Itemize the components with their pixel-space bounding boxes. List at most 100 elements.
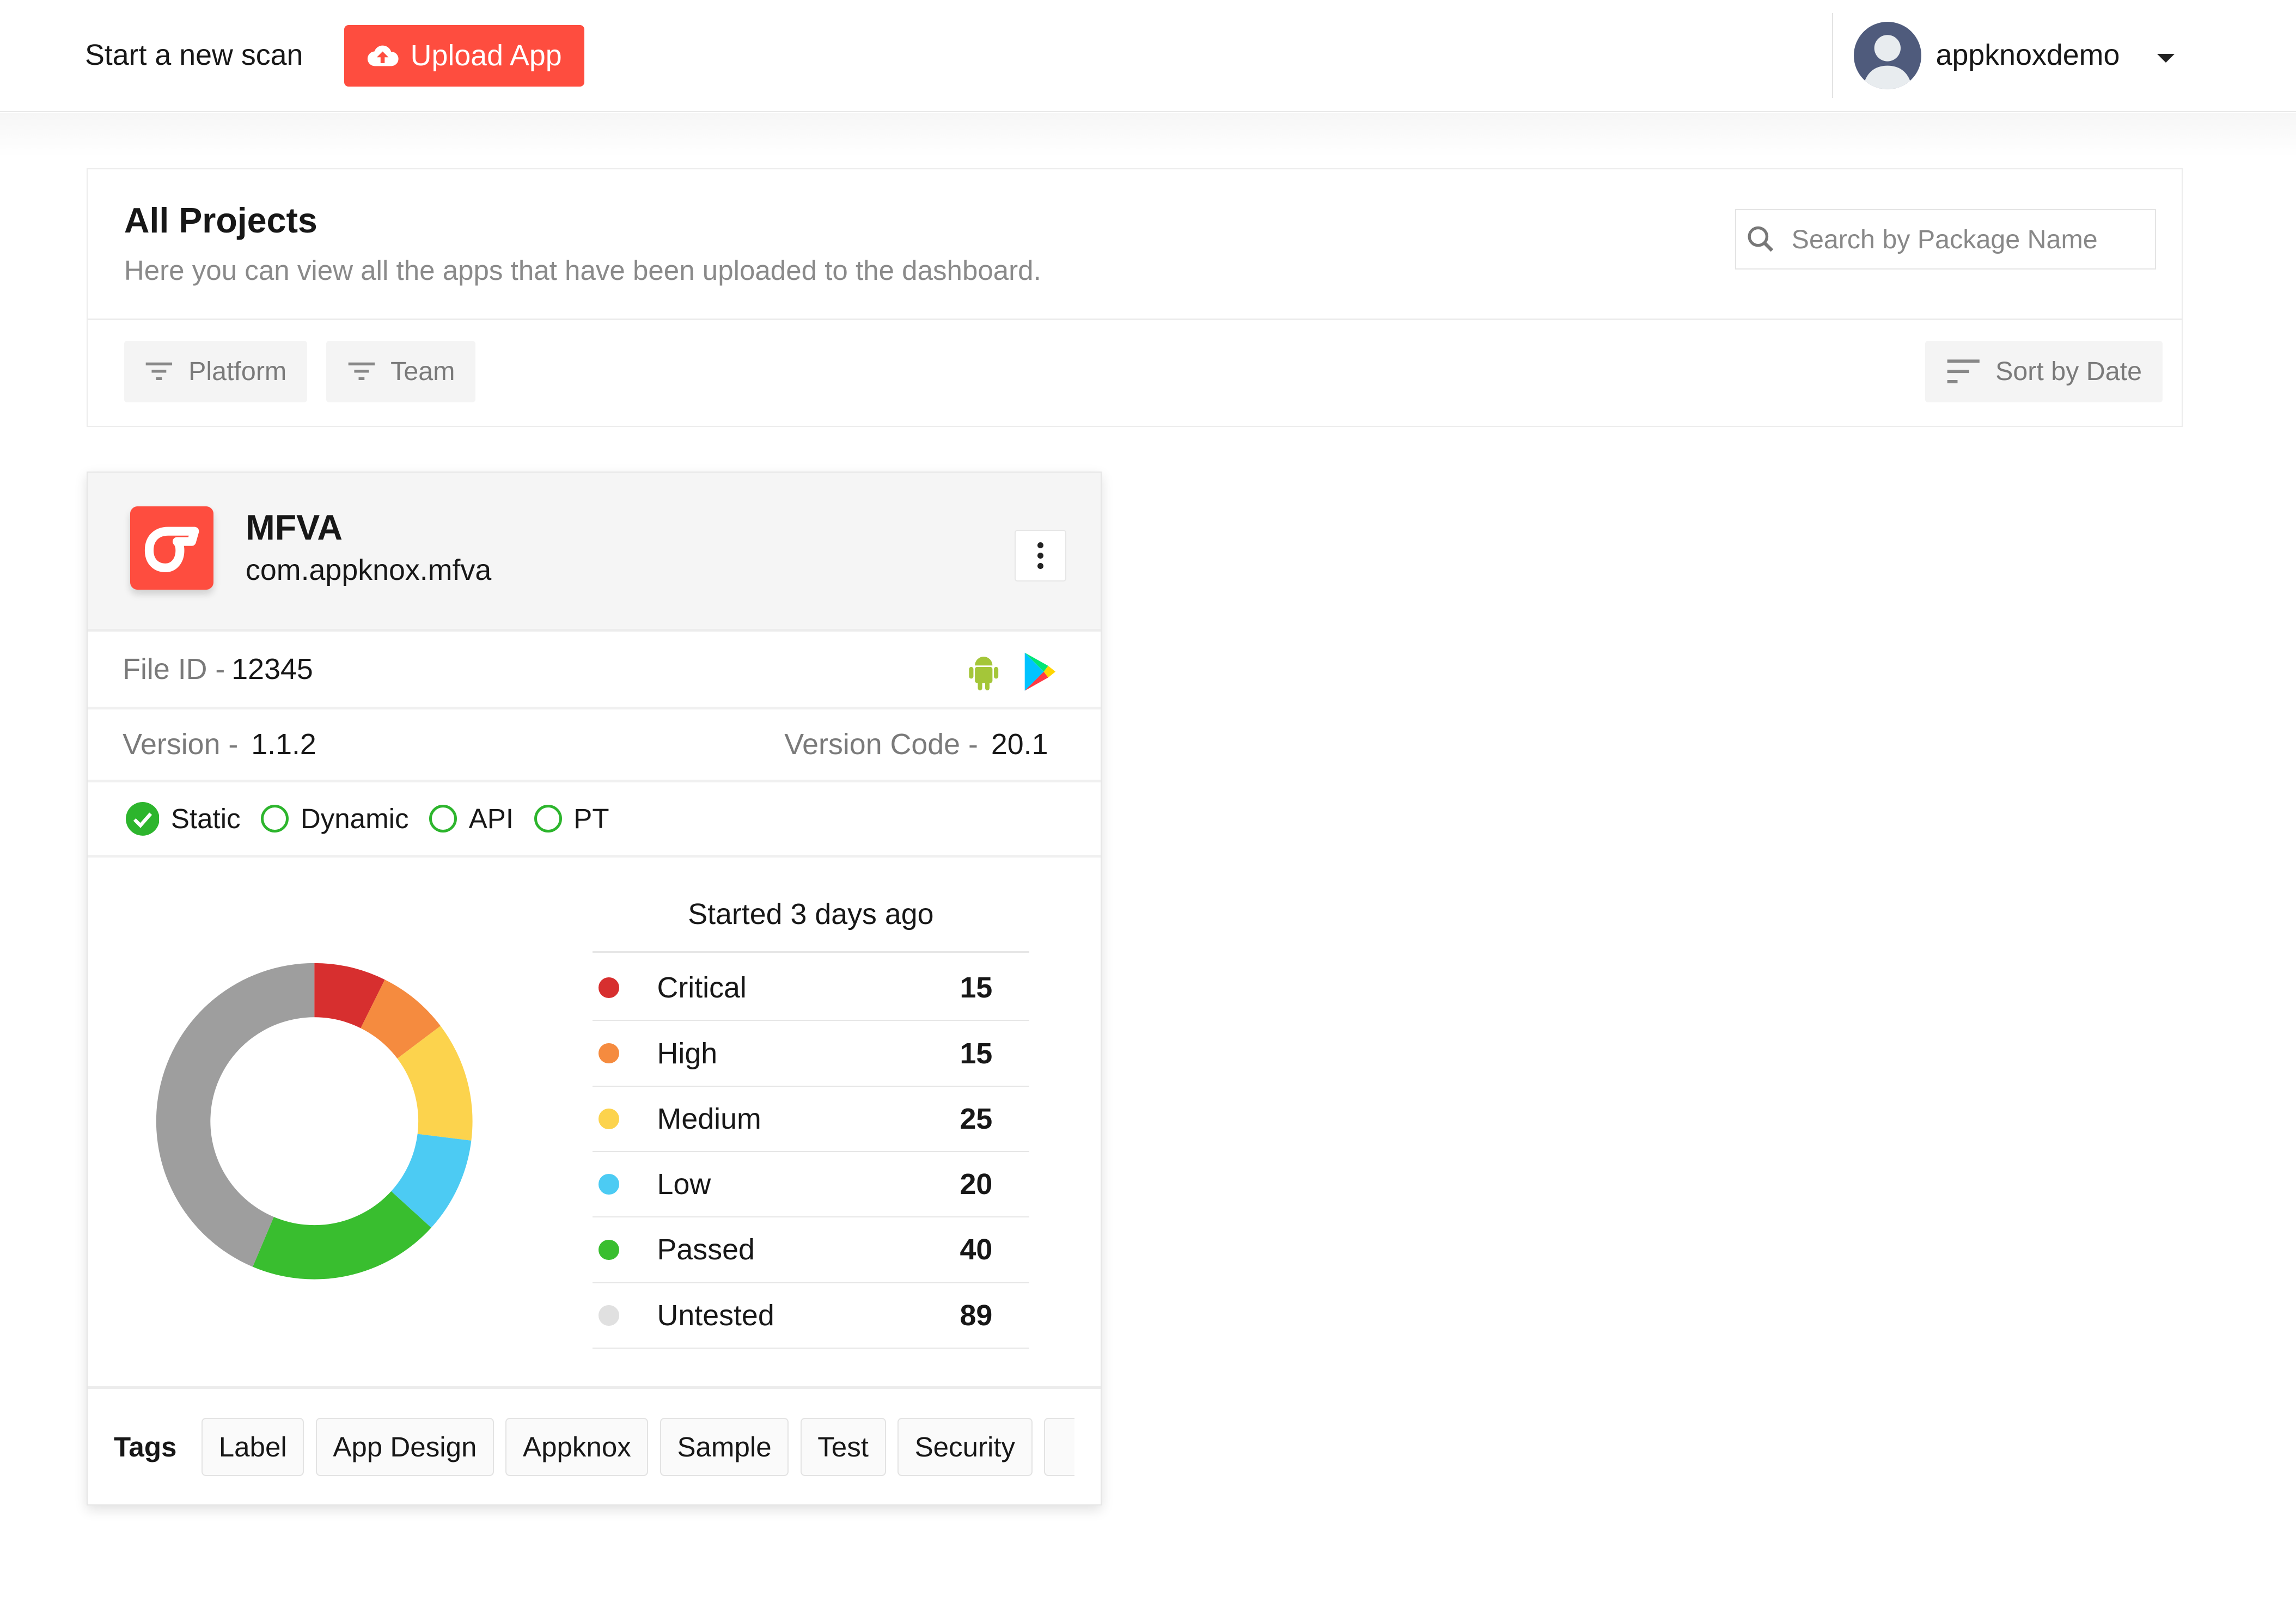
top-bar: Start a new scan Upload App appknoxdemo: [0, 0, 2296, 113]
play-store-icon: [1024, 652, 1055, 691]
app-logo: [130, 506, 213, 590]
empty-circle-icon: [429, 805, 457, 833]
legend-item-critical: Critical 15: [593, 956, 1029, 1021]
legend-label: Passed: [657, 1233, 755, 1266]
legend-count: 40: [960, 1233, 993, 1266]
file-id-row: File ID - 12345: [87, 631, 1101, 709]
filter-icon: [348, 363, 375, 381]
legend-dot: [599, 1043, 619, 1064]
page-description: Here you can view all the apps that have…: [124, 255, 1041, 286]
legend-label: Medium: [657, 1102, 761, 1135]
project-card[interactable]: MFVA com.appknox.mfva File ID - 12345 Ve…: [86, 471, 1102, 1506]
platform-filter-button[interactable]: Platform: [124, 340, 307, 402]
divider: [87, 319, 2182, 321]
empty-circle-icon: [534, 805, 562, 833]
start-scan-label: Start a new scan: [84, 38, 303, 71]
legend-count: 25: [960, 1102, 993, 1135]
legend-label: Untested: [657, 1299, 774, 1332]
severity-legend: Critical 15 High 15 Medium 25 Low 20 Passed 40 Unt…: [593, 956, 1029, 1349]
legend-label: Low: [657, 1168, 711, 1201]
platform-filter-label: Platform: [188, 357, 287, 387]
scan-label: Dynamic: [300, 803, 409, 835]
file-id-label: File ID -: [123, 653, 225, 686]
username[interactable]: appknoxdemo: [1935, 38, 2120, 71]
tag[interactable]: Sample: [660, 1418, 789, 1476]
tag[interactable]: App Design: [315, 1418, 494, 1476]
legend-count: 15: [960, 971, 993, 1005]
scan-label: Static: [170, 803, 241, 835]
legend-dot: [599, 1174, 619, 1195]
upload-app-label: Upload App: [410, 39, 562, 72]
scan-label: API: [468, 803, 514, 835]
empty-circle-icon: [261, 805, 289, 833]
version-code-value: 20.1: [991, 727, 1048, 761]
dots-vertical-icon: [1037, 542, 1043, 548]
donut-slice-low: [391, 1134, 472, 1228]
tag-overflow[interactable]: [1044, 1418, 1074, 1476]
donut-slice-critical: [314, 963, 385, 1029]
severity-donut-chart: [156, 963, 473, 1280]
chevron-down-icon[interactable]: [2157, 54, 2175, 63]
sort-icon: [1947, 359, 1980, 384]
donut-slice-passed: [253, 1191, 431, 1280]
sort-by-date-button[interactable]: Sort by Date: [1925, 340, 2163, 402]
more-options-button[interactable]: [1014, 529, 1067, 582]
user-icon: [1863, 35, 1913, 89]
version-label: Version -: [123, 727, 239, 761]
team-filter-label: Team: [390, 357, 455, 387]
card-header: MFVA com.appknox.mfva: [87, 472, 1101, 632]
scan-static: Static: [125, 801, 241, 836]
legend-item-low: Low 20: [593, 1152, 1029, 1218]
legend-item-high: High 15: [593, 1021, 1029, 1087]
file-id-value: 12345: [231, 653, 313, 686]
scan-api: API: [429, 803, 514, 835]
package-name: com.appknox.mfva: [246, 553, 492, 586]
header-shadow: [0, 113, 2296, 157]
legend-count: 15: [960, 1037, 993, 1070]
cloud-upload-icon: [367, 45, 399, 66]
divider: [593, 951, 1029, 953]
scan-label: PT: [573, 803, 609, 835]
legend-dot: [599, 1305, 619, 1326]
donut-slice-high: [361, 979, 441, 1058]
check-circle-icon: [125, 801, 160, 836]
divider: [1831, 13, 1834, 99]
scan-types-row: Static Dynamic API PT: [87, 783, 1101, 858]
search-icon: [1748, 226, 1773, 252]
legend-count: 20: [960, 1168, 993, 1201]
tags-row: Tags Label App Design Appknox Sample Test Sec…: [87, 1386, 1101, 1506]
donut-slice-medium: [397, 1025, 473, 1141]
donut-slice-untested: [156, 963, 315, 1267]
legend-dot: [599, 1239, 619, 1260]
sort-label: Sort by Date: [1995, 357, 2142, 387]
app-name: MFVA: [246, 508, 343, 548]
legend-label: Critical: [657, 971, 747, 1005]
page-title: All Projects: [124, 200, 317, 240]
version-value: 1.1.2: [251, 727, 316, 761]
search-box[interactable]: [1735, 209, 2156, 270]
legend-item-untested: Untested 89: [593, 1283, 1029, 1349]
scan-dynamic: Dynamic: [261, 803, 409, 835]
legend-dot: [599, 977, 619, 999]
tags-label: Tags: [114, 1431, 177, 1462]
legend-count: 89: [960, 1299, 993, 1332]
legend-item-passed: Passed 40: [593, 1217, 1029, 1283]
search-input[interactable]: [1788, 222, 2117, 256]
projects-panel: All Projects Here you can view all the a…: [86, 168, 2183, 427]
tag[interactable]: Security: [897, 1418, 1033, 1476]
legend-dot: [599, 1109, 619, 1129]
legend-item-medium: Medium 25: [593, 1087, 1029, 1152]
scan-started-text: Started 3 days ago: [688, 897, 934, 931]
tag[interactable]: Appknox: [505, 1418, 649, 1476]
scan-pt: PT: [534, 803, 609, 835]
filter-icon: [146, 363, 173, 381]
legend-label: High: [657, 1037, 718, 1070]
android-icon: [969, 657, 999, 691]
version-row: Version - 1.1.2 Version Code - 20.1: [87, 709, 1101, 783]
version-code-label: Version Code -: [784, 727, 978, 761]
tag[interactable]: Test: [800, 1418, 886, 1476]
tag[interactable]: Label: [201, 1418, 304, 1476]
avatar[interactable]: [1854, 22, 1921, 89]
upload-app-button[interactable]: Upload App: [344, 25, 584, 87]
team-filter-button[interactable]: Team: [326, 340, 476, 402]
